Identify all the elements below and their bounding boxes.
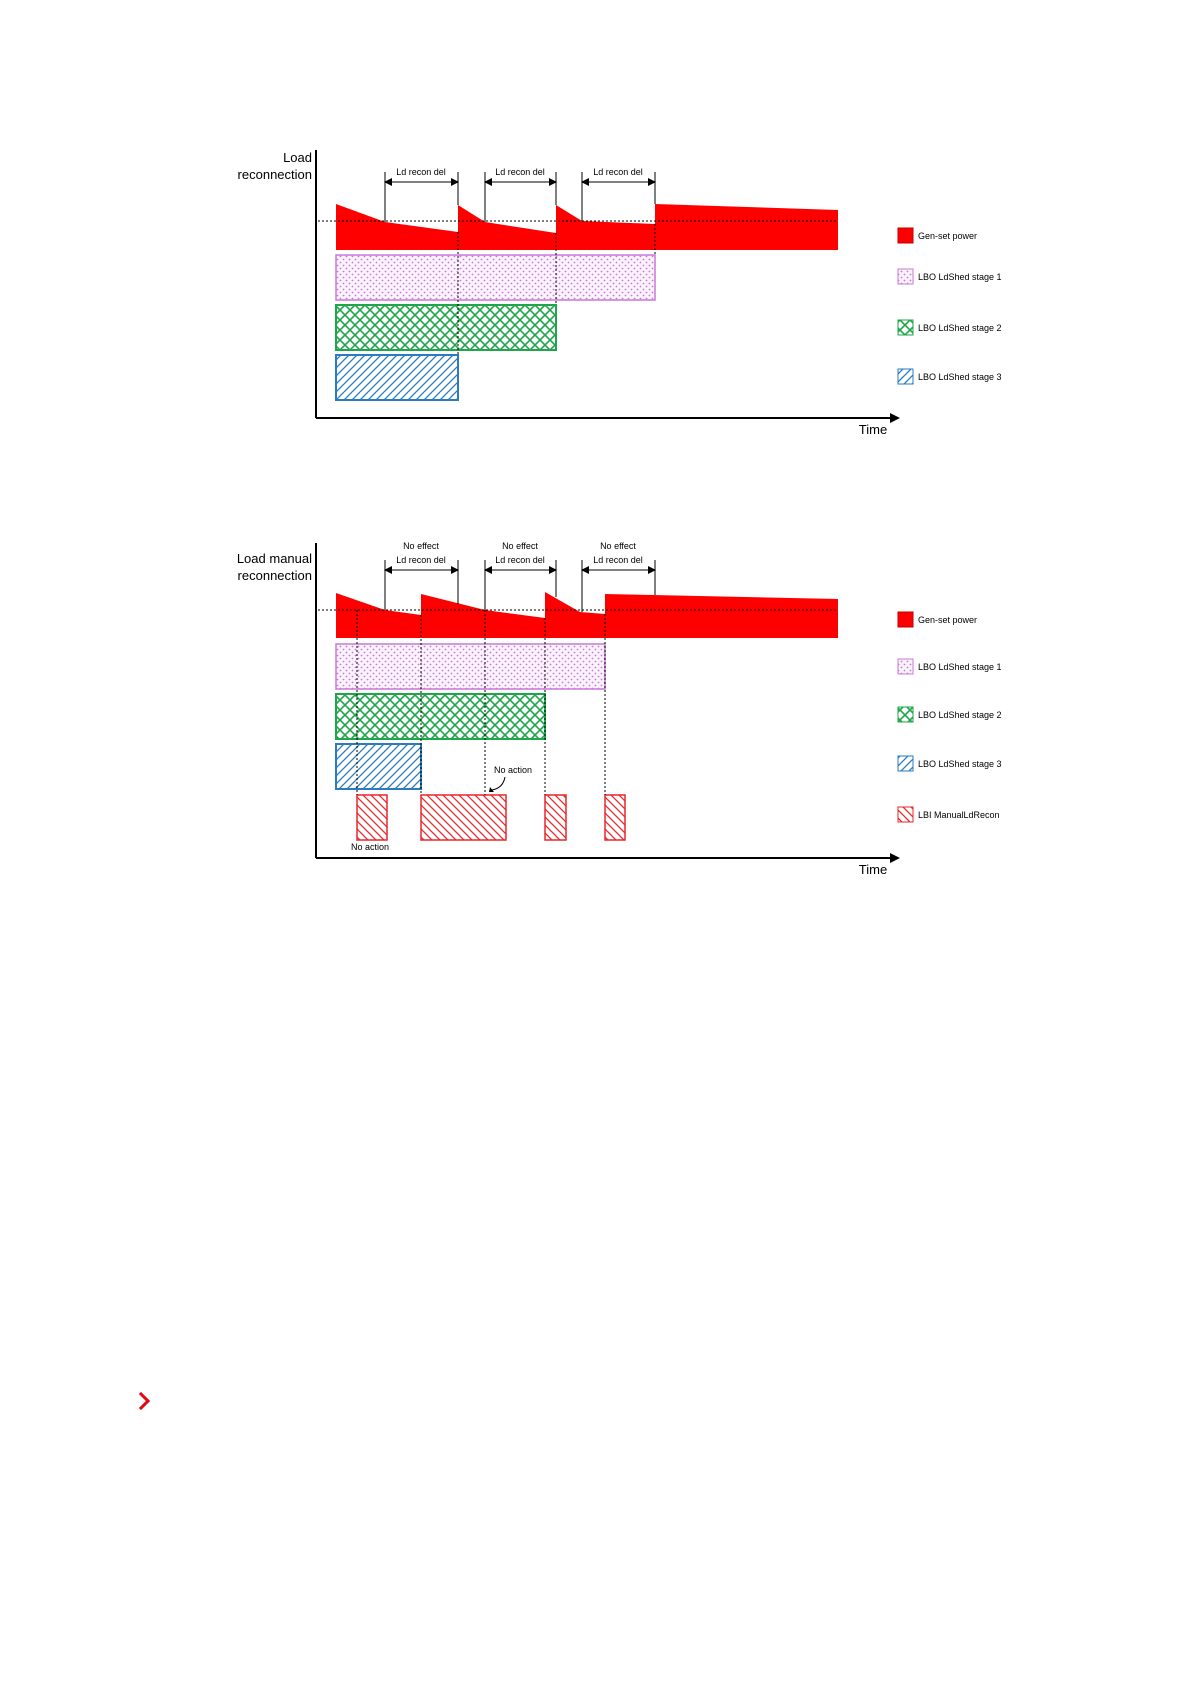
x-axis-label: Time	[859, 862, 887, 877]
y-axis-label-line1: Load manual	[237, 551, 312, 566]
pulse-guide-lines	[356, 610, 606, 795]
load-manual-reconnection-diagram: Load manual reconnection Time No effect …	[237, 541, 1002, 877]
load-reconnection-diagram: Load reconnection Time Ld recon del Ld r…	[238, 150, 1002, 437]
delay-label-1: Ld recon del	[396, 167, 446, 177]
ldshed-stage2-bar	[335, 693, 546, 740]
manual-recon-pulse-2	[420, 794, 507, 841]
ldshed-stage1-bar	[335, 254, 656, 301]
legend-label-stage1: LBO LdShed stage 1	[918, 272, 1002, 282]
delay-markers	[384, 172, 656, 355]
legend-label-stage2: LBO LdShed stage 2	[918, 323, 1002, 333]
no-effect-label-2: No effect	[502, 541, 538, 551]
legend-label-stage3: LBO LdShed stage 3	[918, 372, 1002, 382]
manual-recon-pulse-3	[544, 794, 567, 841]
no-action-arrowhead	[489, 787, 494, 792]
no-action-label-bottom: No action	[351, 842, 389, 852]
legend-swatch-stage3	[897, 755, 914, 772]
delay-label-2: Ld recon del	[495, 167, 545, 177]
x-axis-label: Time	[859, 422, 887, 437]
delay-label-3: Ld recon del	[593, 167, 643, 177]
axes	[315, 543, 900, 863]
delay-markers	[384, 560, 656, 612]
legend-label-stage1: LBO LdShed stage 1	[918, 662, 1002, 672]
genset-power-area	[336, 592, 838, 638]
axes	[315, 150, 900, 423]
delay-label-3: Ld recon del	[593, 555, 643, 565]
legend-swatch-manual-recon	[897, 806, 914, 823]
chevron-right-icon	[138, 1391, 151, 1411]
no-action-arrow	[491, 776, 506, 791]
ldshed-stage3-bar	[335, 354, 459, 401]
legend-label-manual-recon: LBI ManualLdRecon	[918, 810, 1000, 820]
y-axis-label-line1: Load	[283, 150, 312, 165]
legend-swatch-stage3	[897, 368, 914, 385]
legend-label-genset: Gen-set power	[918, 231, 977, 241]
legend: Gen-set power LBO LdShed stage 1 LBO LdS…	[897, 611, 1002, 823]
ldshed-stage1-bar	[335, 643, 606, 690]
delay-label-2: Ld recon del	[495, 555, 545, 565]
legend: Gen-set power LBO LdShed stage 1 LBO LdS…	[897, 227, 1002, 385]
manual-recon-pulse-4	[604, 794, 626, 841]
ldshed-stage2-bar	[335, 304, 557, 351]
manual-recon-pulse-1	[356, 794, 388, 841]
legend-swatch-genset	[897, 227, 914, 244]
genset-power-area	[336, 204, 838, 250]
legend-label-stage3: LBO LdShed stage 3	[918, 759, 1002, 769]
legend-swatch-genset	[897, 611, 914, 628]
no-effect-label-1: No effect	[403, 541, 439, 551]
no-action-label-middle: No action	[494, 765, 532, 775]
no-effect-label-3: No effect	[600, 541, 636, 551]
legend-swatch-stage2	[897, 319, 914, 336]
legend-label-stage2: LBO LdShed stage 2	[918, 710, 1002, 720]
y-axis-label-line2: reconnection	[238, 167, 312, 182]
y-axis-label-line2: reconnection	[238, 568, 312, 583]
legend-swatch-stage1	[897, 268, 914, 285]
ldshed-stage3-bar	[335, 743, 422, 790]
delay-label-1: Ld recon del	[396, 555, 446, 565]
legend-label-genset: Gen-set power	[918, 615, 977, 625]
legend-swatch-stage1	[897, 658, 914, 675]
legend-swatch-stage2	[897, 706, 914, 723]
